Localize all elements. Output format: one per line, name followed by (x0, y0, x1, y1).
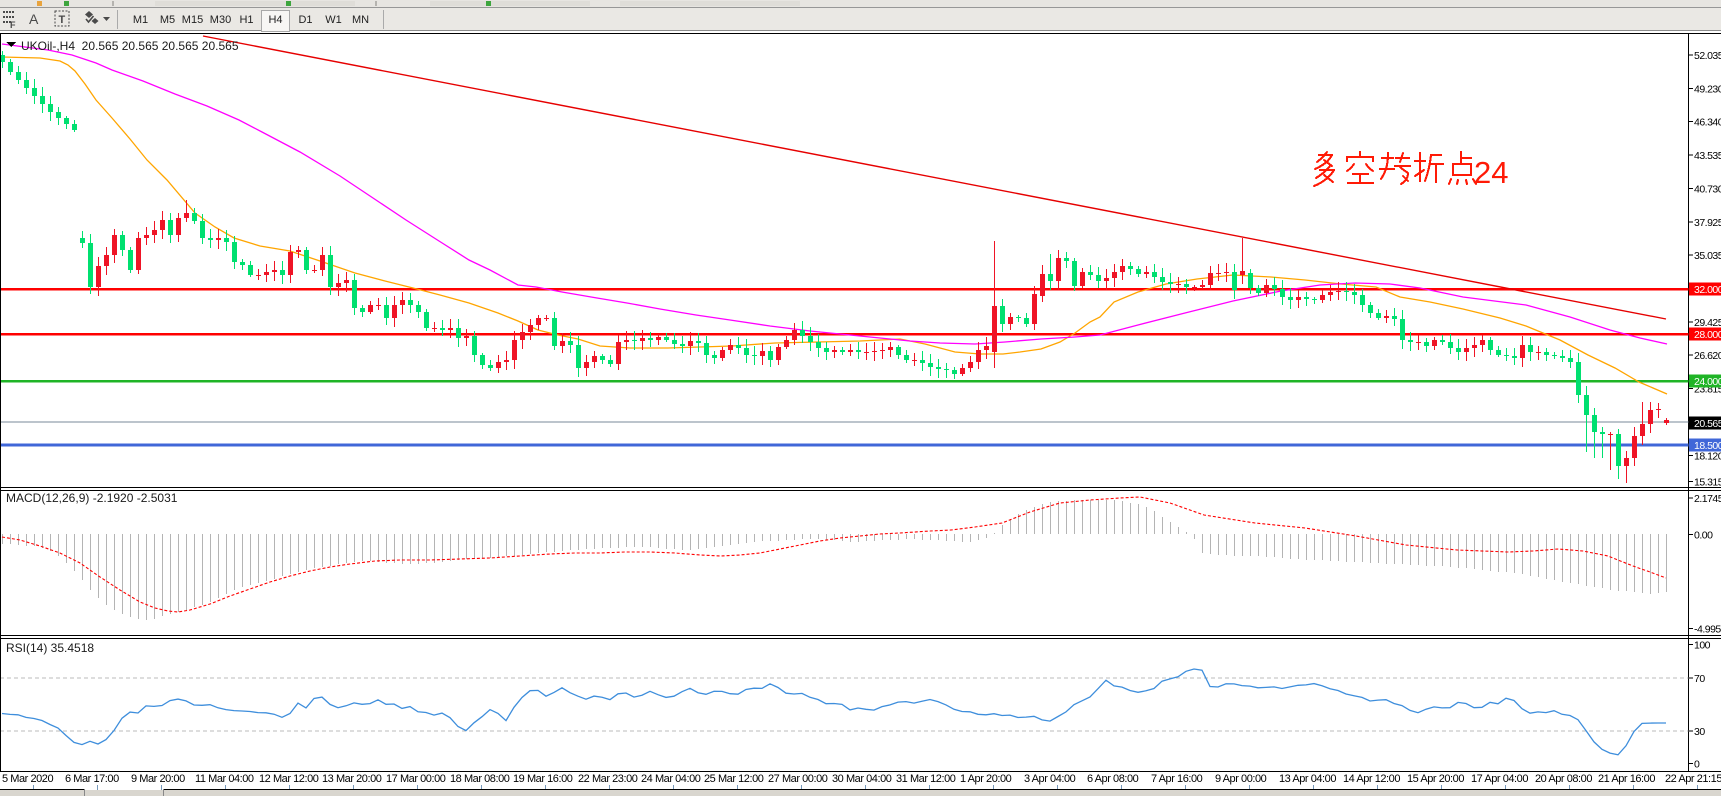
svg-text:15 Apr 20:00: 15 Apr 20:00 (1407, 773, 1464, 785)
svg-text:7 Apr 16:00: 7 Apr 16:00 (1151, 773, 1203, 785)
svg-text:31 Mar 12:00: 31 Mar 12:00 (896, 773, 956, 785)
svg-text:9 Mar 20:00: 9 Mar 20:00 (131, 773, 185, 785)
svg-text:11 Mar 04:00: 11 Mar 04:00 (195, 773, 254, 785)
svg-text:18 Mar 08:00: 18 Mar 08:00 (450, 773, 510, 785)
svg-text:17 Apr 04:00: 17 Apr 04:00 (1471, 773, 1528, 785)
svg-text:13 Mar 20:00: 13 Mar 20:00 (322, 773, 382, 785)
svg-text:15.315: 15.315 (1694, 477, 1721, 489)
svg-text:18.500: 18.500 (1694, 440, 1721, 452)
svg-text:52.035: 52.035 (1694, 50, 1721, 62)
svg-text:35.035: 35.035 (1694, 250, 1721, 262)
svg-text:43.535: 43.535 (1694, 150, 1721, 162)
svg-text:22 Apr 21:15: 22 Apr 21:15 (1665, 773, 1721, 785)
svg-text:37.925: 37.925 (1694, 217, 1721, 229)
svg-text:2.1745: 2.1745 (1694, 493, 1721, 505)
svg-text:-4.9955: -4.9955 (1694, 624, 1721, 636)
svg-text:12 Mar 12:00: 12 Mar 12:00 (259, 773, 319, 785)
svg-text:UKOil-,H4 20.565 20.565 20.56: UKOil-,H4 20.565 20.565 20.565 20.565 (21, 39, 239, 53)
svg-text:29.425: 29.425 (1694, 317, 1721, 329)
svg-text:28.000: 28.000 (1694, 329, 1721, 341)
svg-text:24: 24 (1474, 155, 1508, 190)
svg-text:24.000: 24.000 (1694, 376, 1721, 388)
svg-text:9 Apr 00:00: 9 Apr 00:00 (1215, 773, 1267, 785)
svg-text:0.00: 0.00 (1694, 530, 1713, 542)
svg-text:49.230: 49.230 (1694, 83, 1721, 95)
svg-text:T: T (59, 14, 66, 26)
svg-text:27 Mar 00:00: 27 Mar 00:00 (768, 773, 828, 785)
svg-text:70: 70 (1694, 673, 1705, 685)
svg-text:1 Apr 20:00: 1 Apr 20:00 (960, 773, 1012, 785)
svg-text:20 Apr 08:00: 20 Apr 08:00 (1535, 773, 1592, 785)
svg-text:6 Apr 08:00: 6 Apr 08:00 (1087, 773, 1139, 785)
svg-text:40.730: 40.730 (1694, 183, 1721, 195)
svg-text:18.120: 18.120 (1694, 450, 1721, 462)
svg-text:6 Mar 17:00: 6 Mar 17:00 (65, 773, 119, 785)
svg-text:14 Apr 12:00: 14 Apr 12:00 (1343, 773, 1400, 785)
svg-text:26.620: 26.620 (1694, 350, 1721, 362)
svg-text:20.565: 20.565 (1694, 418, 1721, 430)
svg-text:21 Apr 16:00: 21 Apr 16:00 (1598, 773, 1655, 785)
svg-text:3 Apr 04:00: 3 Apr 04:00 (1024, 773, 1076, 785)
svg-text:25 Mar 12:00: 25 Mar 12:00 (704, 773, 764, 785)
svg-text:19 Mar 16:00: 19 Mar 16:00 (513, 773, 573, 785)
svg-text:46.340: 46.340 (1694, 117, 1721, 129)
svg-text:17 Mar 00:00: 17 Mar 00:00 (386, 773, 446, 785)
svg-text:22 Mar 23:00: 22 Mar 23:00 (578, 773, 638, 785)
svg-text:32.000: 32.000 (1694, 284, 1721, 296)
svg-text:30: 30 (1694, 726, 1705, 738)
svg-text:0: 0 (1694, 759, 1700, 771)
svg-text:A: A (29, 11, 39, 27)
svg-text:24 Mar 04:00: 24 Mar 04:00 (641, 773, 701, 785)
svg-text:F: F (10, 20, 16, 30)
svg-text:MACD(12,26,9) -2.1920 -2.5031: MACD(12,26,9) -2.1920 -2.5031 (6, 491, 178, 505)
svg-text:30 Mar 04:00: 30 Mar 04:00 (832, 773, 892, 785)
svg-text:100: 100 (1694, 640, 1711, 652)
svg-text:13 Apr 04:00: 13 Apr 04:00 (1279, 773, 1336, 785)
svg-text:RSI(14) 35.4518: RSI(14) 35.4518 (6, 641, 94, 655)
svg-text:5 Mar 2020: 5 Mar 2020 (2, 773, 53, 785)
